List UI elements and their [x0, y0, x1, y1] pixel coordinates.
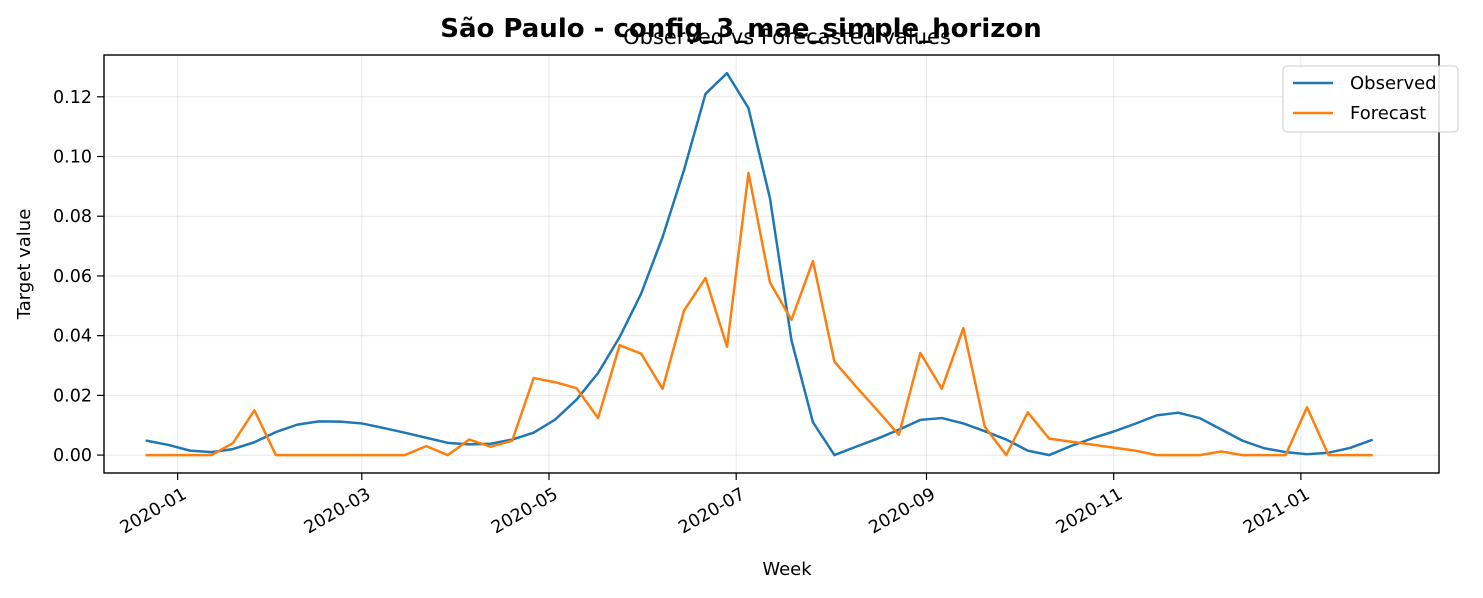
- x-tick-label: 2020-05: [488, 484, 561, 538]
- y-tick-label: 0.08: [53, 207, 92, 227]
- x-tick-label: 2020-11: [1053, 484, 1126, 538]
- y-axis: 0.00 0.02 0.04 0.06 0.08 0.10 0.12: [53, 88, 104, 466]
- y-tick-label: 0.12: [53, 88, 92, 108]
- x-tick-label: 2020-01: [117, 484, 190, 538]
- x-tick-label: 2020-03: [301, 484, 374, 538]
- legend: Observed Forecast: [1282, 65, 1459, 133]
- series-line-forecast: [145, 171, 1373, 457]
- chart-subtitle: Observed vs Forecasted values: [623, 25, 951, 49]
- y-tick-label: 0.00: [53, 446, 92, 466]
- y-tick-label: 0.10: [53, 148, 92, 168]
- y-tick-label: 0.04: [53, 327, 92, 347]
- chart-title: São Paulo - config_3_mae_simple_horizon: [440, 14, 1042, 44]
- series-line-observed: [145, 71, 1374, 457]
- legend-label-forecast: Forecast: [1350, 103, 1426, 124]
- plot-area-frame: [103, 54, 1440, 474]
- legend-label-observed: Observed: [1350, 73, 1437, 94]
- grid-lines: [104, 55, 1439, 473]
- x-axis: 2020-01 2020-03 2020-05 2020-07 2020-09 2020-…: [117, 473, 1313, 538]
- x-axis-label: Week: [762, 559, 812, 580]
- series-layer: [145, 71, 1374, 457]
- x-tick-label: 2021-01: [1240, 484, 1313, 538]
- y-tick-label: 0.06: [53, 267, 92, 287]
- y-axis-label: Target value: [14, 209, 35, 321]
- x-tick-label: 2020-09: [866, 484, 939, 538]
- y-tick-label: 0.02: [53, 386, 92, 406]
- x-tick-label: 2020-07: [675, 484, 748, 538]
